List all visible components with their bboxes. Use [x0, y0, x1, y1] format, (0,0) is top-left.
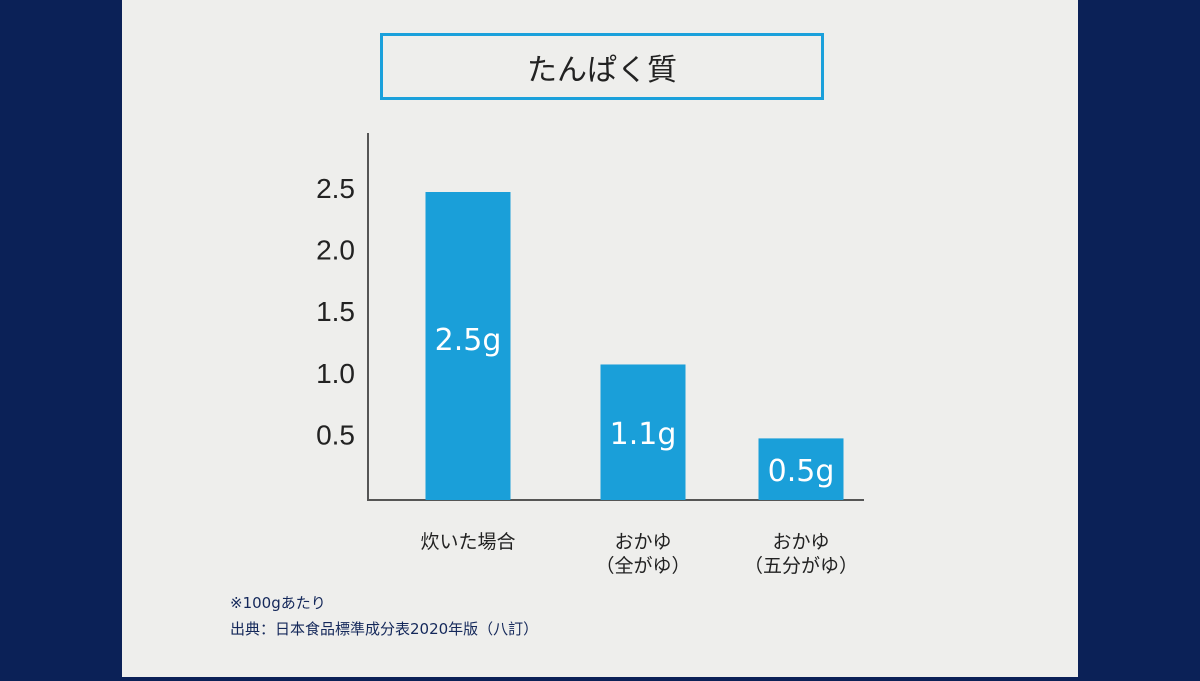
y-tick-label: 1.0 [316, 358, 355, 389]
x-tick-label: （五分がゆ） [744, 555, 858, 577]
bar [758, 438, 844, 500]
y-tick-label: 2.0 [316, 235, 355, 266]
footnote-source: 出典：日本食品標準成分表2020年版（八訂） [230, 620, 539, 638]
bar [600, 364, 686, 500]
y-tick-label: 1.5 [316, 296, 355, 327]
chart-title: たんぱく質 [380, 33, 824, 100]
y-tick-label: 0.5 [316, 419, 355, 450]
data-label: 1.1g [610, 417, 677, 452]
bar [425, 192, 511, 500]
chart-panel [122, 0, 1078, 677]
x-tick-label: おかゆ [772, 531, 829, 553]
x-tick-label: 炊いた場合 [420, 531, 515, 553]
y-tick-label: 2.5 [316, 173, 355, 204]
footnote-unit: ※100gあたり [230, 594, 326, 612]
data-label: 2.5g [435, 323, 502, 358]
x-tick-label: （全がゆ） [595, 555, 690, 577]
data-label: 0.5g [768, 454, 835, 489]
x-tick-label: おかゆ [614, 531, 671, 553]
